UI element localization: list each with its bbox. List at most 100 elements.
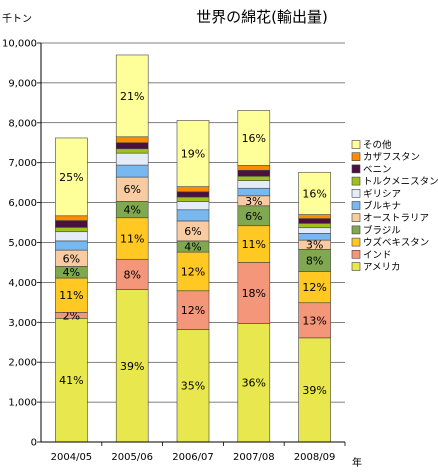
y-tick-label: 3,000 [8,318,37,329]
bar-stack-2008-09: 39% 13% 12% 8% 3% 16% [298,171,331,443]
data-label: 12% [181,265,205,278]
bar-segment [55,231,88,242]
y-tick-label: 4,000 [8,278,37,289]
bar-segment [55,220,88,228]
data-label: 6% [184,225,201,238]
data-label: 19% [181,148,205,161]
data-label: 12% [302,281,326,294]
legend: その他カザフスタンベニントルクメニスタンギリシアブルキナオーストラリアブラジルウ… [351,139,438,273]
legend-swatch [351,262,361,271]
legend-label: ギリシア [363,189,401,200]
bar-segment [115,176,149,202]
legend-swatch [351,140,361,149]
legend-label: ブルキナ [363,200,401,212]
y-tick-label: 6,000 [8,198,37,209]
legend-label: カザフスタン [363,152,420,163]
x-tick-label: 2008/09 [294,452,336,463]
legend-swatch [351,176,361,186]
data-label: 4% [123,204,140,217]
legend-item: ブルキナ [351,200,401,212]
data-label: 6% [123,183,140,196]
bar-segment [176,186,210,193]
bar-segment [237,169,271,177]
bar-segment [115,136,149,144]
bar-segment [298,233,331,241]
bar-stack-2007-08: 36% 18% 11% 6% 3% 16% [237,110,271,443]
data-label: 11% [59,289,83,302]
bar-segment [55,215,88,221]
data-label: 6% [63,252,80,265]
bar-segment [115,148,149,154]
data-label: 4% [63,266,80,279]
legend-label: ブラジル [363,224,401,236]
bar-segment [176,209,210,222]
y-tick-label: 9,000 [8,78,37,89]
bar-segment [176,201,210,211]
bar-segment [298,337,331,443]
data-label: 39% [120,360,144,373]
legend-swatch [351,237,361,247]
bar-segment [298,271,331,304]
bar-segment [176,329,210,443]
data-label: 11% [242,238,266,251]
x-tick-label: 2007/08 [233,452,275,463]
legend-item: インド [351,250,392,261]
legend-item: ブラジル [351,224,401,236]
data-label: 3% [306,239,323,252]
bar-segment [176,191,210,198]
bar-segment [237,187,271,197]
data-label: 41% [59,374,83,387]
bar-segment [237,323,271,443]
data-label: 4% [184,240,201,253]
data-label: 13% [302,314,326,327]
bar-segment [115,152,149,166]
legend-label: アメリカ [363,262,401,273]
bar-segment [115,164,149,178]
data-label: 35% [181,380,205,393]
legend-swatch [351,201,361,210]
data-label: 36% [242,377,266,390]
axes [37,42,345,443]
bar-segment [237,165,271,171]
y-tick-label: 7,000 [8,158,37,169]
bar-segment [176,290,210,330]
data-label: 6% [245,210,262,223]
bar-segment [237,175,271,181]
data-label: 8% [123,268,140,281]
legend-swatch [351,152,361,161]
legend-item: その他 [351,139,392,151]
legend-item: ウズベキスタン [351,237,429,249]
bar-segment [115,54,149,138]
legend-label: トルクメニスタン [363,177,438,188]
bar-segment [115,142,149,150]
bar-stacks: 41%2%11%4%6%25%39%8%11%4%6%21%35%12%12%4… [55,54,331,443]
legend-label: インド [363,250,392,261]
legend-label: オーストラリア [363,213,429,224]
legend-label: ウズベキスタン [363,237,429,249]
data-label: 25% [59,171,83,184]
bar-stack-2006-07: 35% 12% 12% 4% 6% 19% [176,120,210,443]
bar-segment [115,289,149,443]
bar-segment [298,214,331,219]
bar-segment [298,171,331,215]
legend-swatch [351,164,361,174]
x-axis-unit: 年 [352,456,362,469]
chart-title: 世界の綿花(輸出量) [196,8,328,26]
y-tick-label: 5,000 [8,238,37,249]
legend-item: アメリカ [351,262,401,273]
data-label: 16% [302,187,326,200]
y-tick-label: 8,000 [8,118,37,129]
bar-segment [115,258,149,290]
bar-segment [115,217,149,260]
data-label: 39% [302,384,326,397]
legend-swatch [351,213,361,222]
legend-item: カザフスタン [351,152,420,163]
legend-label: その他 [363,139,392,151]
x-tick-label: 2005/06 [111,452,153,463]
bar-stack-2005-06: 39% 8% 11% 4% 6% 21% [115,54,149,443]
data-label: 8% [306,254,323,267]
bar-segment [298,302,331,339]
legend-item: オーストラリア [351,213,429,224]
bar-stack-2004-05: 41%2%11%4%6%25% [55,137,88,443]
